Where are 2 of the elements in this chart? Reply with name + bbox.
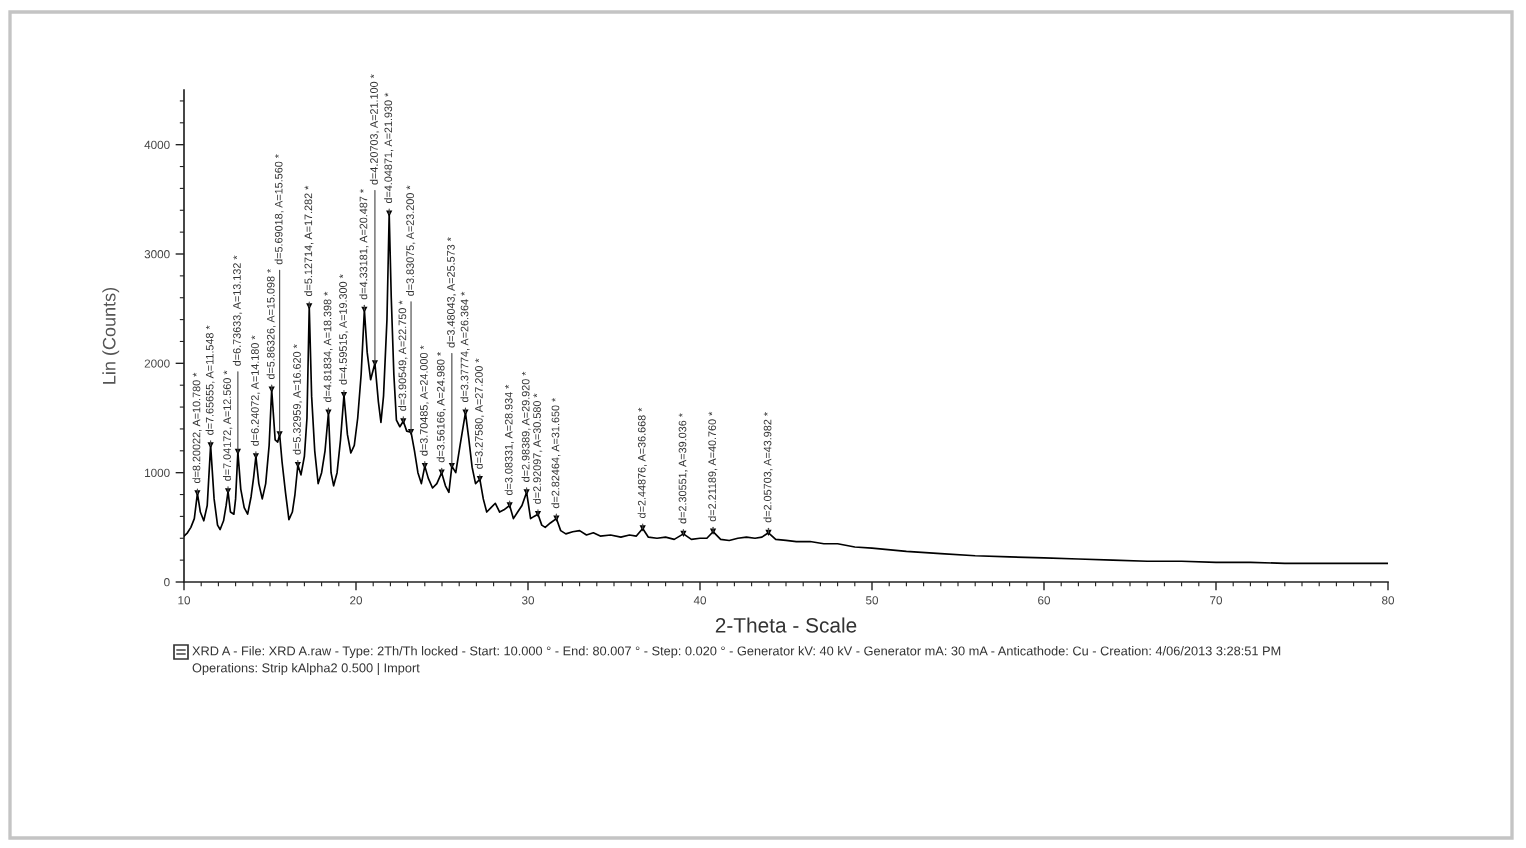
x-axis-title: 2-Theta - Scale xyxy=(715,617,857,633)
y-axis-title: Lin (Counts) xyxy=(102,287,120,384)
